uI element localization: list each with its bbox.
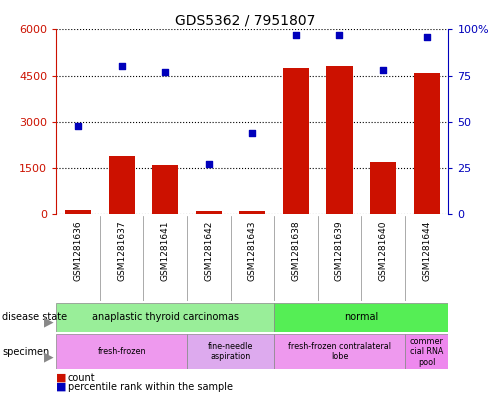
Point bbox=[423, 34, 431, 40]
Point bbox=[379, 67, 387, 73]
Text: commer
cial RNA
pool: commer cial RNA pool bbox=[410, 337, 443, 367]
Bar bbox=[65, 211, 91, 214]
Text: ▶: ▶ bbox=[44, 351, 54, 364]
Bar bbox=[405, 334, 448, 369]
Text: normal: normal bbox=[344, 312, 378, 322]
Text: GSM1281641: GSM1281641 bbox=[161, 220, 170, 281]
Bar bbox=[370, 162, 396, 214]
Bar bbox=[326, 66, 352, 214]
Text: GSM1281643: GSM1281643 bbox=[248, 220, 257, 281]
Text: GSM1281636: GSM1281636 bbox=[74, 220, 83, 281]
Text: GSM1281644: GSM1281644 bbox=[422, 220, 431, 281]
Bar bbox=[56, 303, 274, 332]
Point bbox=[205, 161, 213, 167]
Bar bbox=[283, 68, 309, 214]
Point bbox=[248, 130, 256, 136]
Text: fresh-frozen contralateral
lobe: fresh-frozen contralateral lobe bbox=[288, 342, 391, 362]
Point bbox=[292, 32, 300, 38]
Text: GSM1281642: GSM1281642 bbox=[204, 220, 213, 281]
Point bbox=[118, 63, 125, 70]
Text: GSM1281640: GSM1281640 bbox=[378, 220, 388, 281]
Point bbox=[161, 69, 169, 75]
Bar bbox=[239, 211, 266, 214]
Bar bbox=[109, 156, 135, 214]
Text: GSM1281639: GSM1281639 bbox=[335, 220, 344, 281]
Bar bbox=[152, 165, 178, 214]
Text: GSM1281637: GSM1281637 bbox=[117, 220, 126, 281]
Bar bbox=[196, 211, 222, 214]
Text: fine-needle
aspiration: fine-needle aspiration bbox=[208, 342, 253, 362]
Text: ■: ■ bbox=[56, 382, 67, 392]
Bar bbox=[274, 303, 448, 332]
Text: fresh-frozen: fresh-frozen bbox=[98, 347, 146, 356]
Text: ■: ■ bbox=[56, 373, 67, 383]
Text: GDS5362 / 7951807: GDS5362 / 7951807 bbox=[175, 14, 315, 28]
Text: ▶: ▶ bbox=[44, 315, 54, 328]
Point bbox=[336, 32, 343, 38]
Text: disease state: disease state bbox=[2, 312, 68, 322]
Bar bbox=[274, 334, 405, 369]
Point bbox=[74, 122, 82, 129]
Bar bbox=[56, 334, 187, 369]
Text: GSM1281638: GSM1281638 bbox=[292, 220, 300, 281]
Text: count: count bbox=[68, 373, 95, 383]
Text: specimen: specimen bbox=[2, 347, 49, 357]
Text: anaplastic thyroid carcinomas: anaplastic thyroid carcinomas bbox=[92, 312, 239, 322]
Bar bbox=[414, 73, 440, 214]
Text: percentile rank within the sample: percentile rank within the sample bbox=[68, 382, 233, 392]
Bar bbox=[187, 334, 274, 369]
